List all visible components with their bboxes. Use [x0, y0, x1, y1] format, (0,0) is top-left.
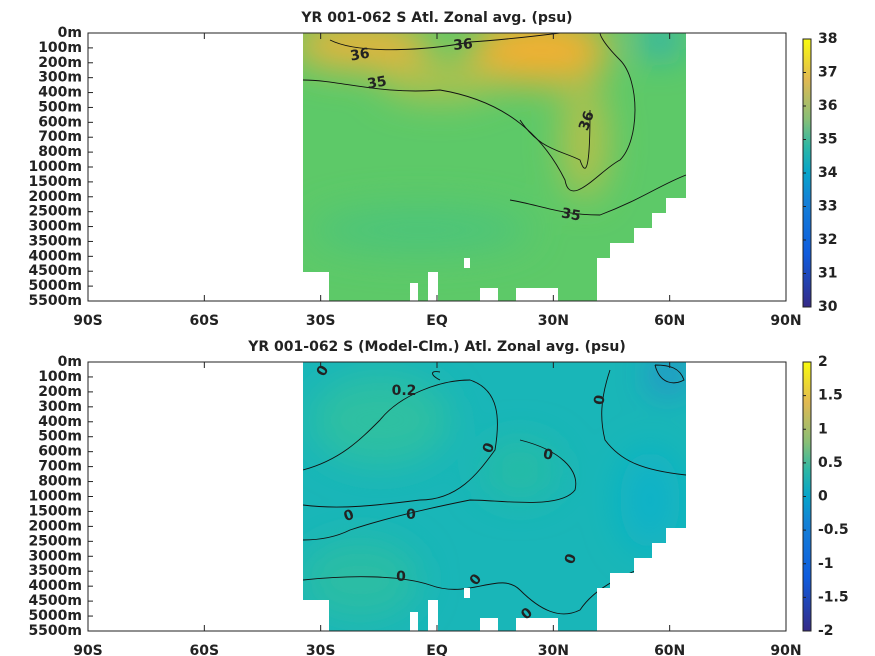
y-tick-label: 0m	[58, 354, 82, 370]
x-tick-label: 90N	[770, 643, 801, 656]
y-tick-label: 300m	[38, 70, 82, 86]
contour-label: 35	[366, 73, 388, 92]
y-tick-label: 1000m	[28, 159, 82, 175]
y-tick-label: 600m	[38, 114, 82, 130]
y-tick-label: 5000m	[28, 278, 82, 294]
x-tick-label: 90S	[73, 643, 103, 656]
chart-title: YR 001-062 S (Model-Clm.) Atl. Zonal avg…	[247, 339, 626, 355]
x-tick-label: 60N	[654, 643, 685, 656]
y-tick-label: 600m	[38, 444, 82, 460]
colorbar-tick-label: -2	[818, 623, 834, 639]
y-tick-label: 400m	[38, 414, 82, 430]
x-tick-label: 60S	[190, 643, 220, 656]
x-tick-label: 30S	[306, 313, 336, 329]
colorbar-tick-label: 31	[818, 266, 837, 282]
y-tick-label: 200m	[38, 55, 82, 71]
x-tick-label: 90N	[770, 313, 801, 329]
y-tick-label: 4000m	[28, 248, 82, 264]
y-tick-label: 100m	[38, 40, 82, 56]
y-tick-label: 5500m	[28, 293, 82, 309]
contour-label: 0	[406, 507, 416, 523]
contour-label: 36	[349, 45, 371, 64]
y-tick-label: 4500m	[28, 593, 82, 609]
colorbar-tick-label: 1.5	[818, 388, 843, 404]
y-tick-label: 2000m	[28, 189, 82, 205]
y-tick-label: 1500m	[28, 503, 82, 519]
y-tick-label: 200m	[38, 384, 82, 400]
colorbar-tick-label: 0.5	[818, 455, 843, 471]
salinity-field	[303, 33, 686, 301]
contour-label: 35	[560, 205, 582, 224]
y-tick-label: 1500m	[28, 174, 82, 190]
y-tick-label: 3000m	[28, 219, 82, 235]
colorbar-tick-label: 2	[818, 354, 828, 370]
y-tick-label: 2500m	[28, 204, 82, 220]
colorbar-tick-label: 1	[818, 421, 828, 437]
x-tick-label: 30N	[538, 313, 569, 329]
contour-label: 0.2	[392, 383, 417, 399]
colorbar-tick-label: -1	[818, 556, 834, 572]
contour-label: 36	[576, 109, 598, 133]
colorbar-tick-label: -0.5	[818, 522, 849, 538]
y-tick-label: 700m	[38, 459, 82, 475]
y-tick-label: 800m	[38, 144, 82, 160]
y-tick-label: 2500m	[28, 533, 82, 549]
y-tick-label: 1000m	[28, 489, 82, 505]
y-tick-label: 4500m	[28, 263, 82, 279]
colorbar-tick-label: -1.5	[818, 589, 849, 605]
colorbar-tick-label: 35	[818, 132, 837, 148]
y-tick-label: 3500m	[28, 233, 82, 249]
y-tick-label: 3500m	[28, 563, 82, 579]
contour-label: 0	[396, 569, 406, 585]
y-tick-label: 0m	[58, 25, 82, 41]
chart-title: YR 001-062 S Atl. Zonal avg. (psu)	[300, 10, 572, 26]
contour-label: 0	[591, 394, 608, 407]
x-tick-label: EQ	[426, 643, 448, 656]
y-tick-label: 100m	[38, 369, 82, 385]
x-tick-label: 60S	[190, 313, 220, 329]
x-tick-label: 30N	[538, 643, 569, 656]
x-tick-label: 90S	[73, 313, 103, 329]
colorbar-tick-label: 37	[818, 65, 837, 81]
x-tick-label: 30S	[306, 643, 336, 656]
y-tick-label: 4000m	[28, 578, 82, 594]
y-tick-label: 3000m	[28, 548, 82, 564]
y-tick-label: 2000m	[28, 518, 82, 534]
colorbar-tick-label: 36	[818, 98, 837, 114]
y-tick-label: 500m	[38, 99, 82, 115]
x-tick-label: EQ	[426, 313, 448, 329]
x-tick-label: 60N	[654, 313, 685, 329]
colorbar-tick-label: 38	[818, 31, 837, 47]
y-tick-label: 300m	[38, 399, 82, 415]
colorbar-tick-label: 34	[818, 165, 838, 181]
y-tick-label: 400m	[38, 85, 82, 101]
colorbar-tick-label: 30	[818, 299, 838, 315]
y-tick-label: 800m	[38, 474, 82, 490]
y-tick-label: 700m	[38, 129, 82, 145]
colorbar-tick-label: 32	[818, 232, 837, 248]
colorbar-tick-label: 0	[818, 489, 828, 505]
contour-label: 0	[542, 446, 555, 463]
y-tick-label: 500m	[38, 429, 82, 445]
colorbar-tick-label: 33	[818, 199, 837, 215]
y-tick-label: 5000m	[28, 608, 82, 624]
contour-label: 36	[453, 36, 474, 54]
y-tick-label: 5500m	[28, 623, 82, 639]
